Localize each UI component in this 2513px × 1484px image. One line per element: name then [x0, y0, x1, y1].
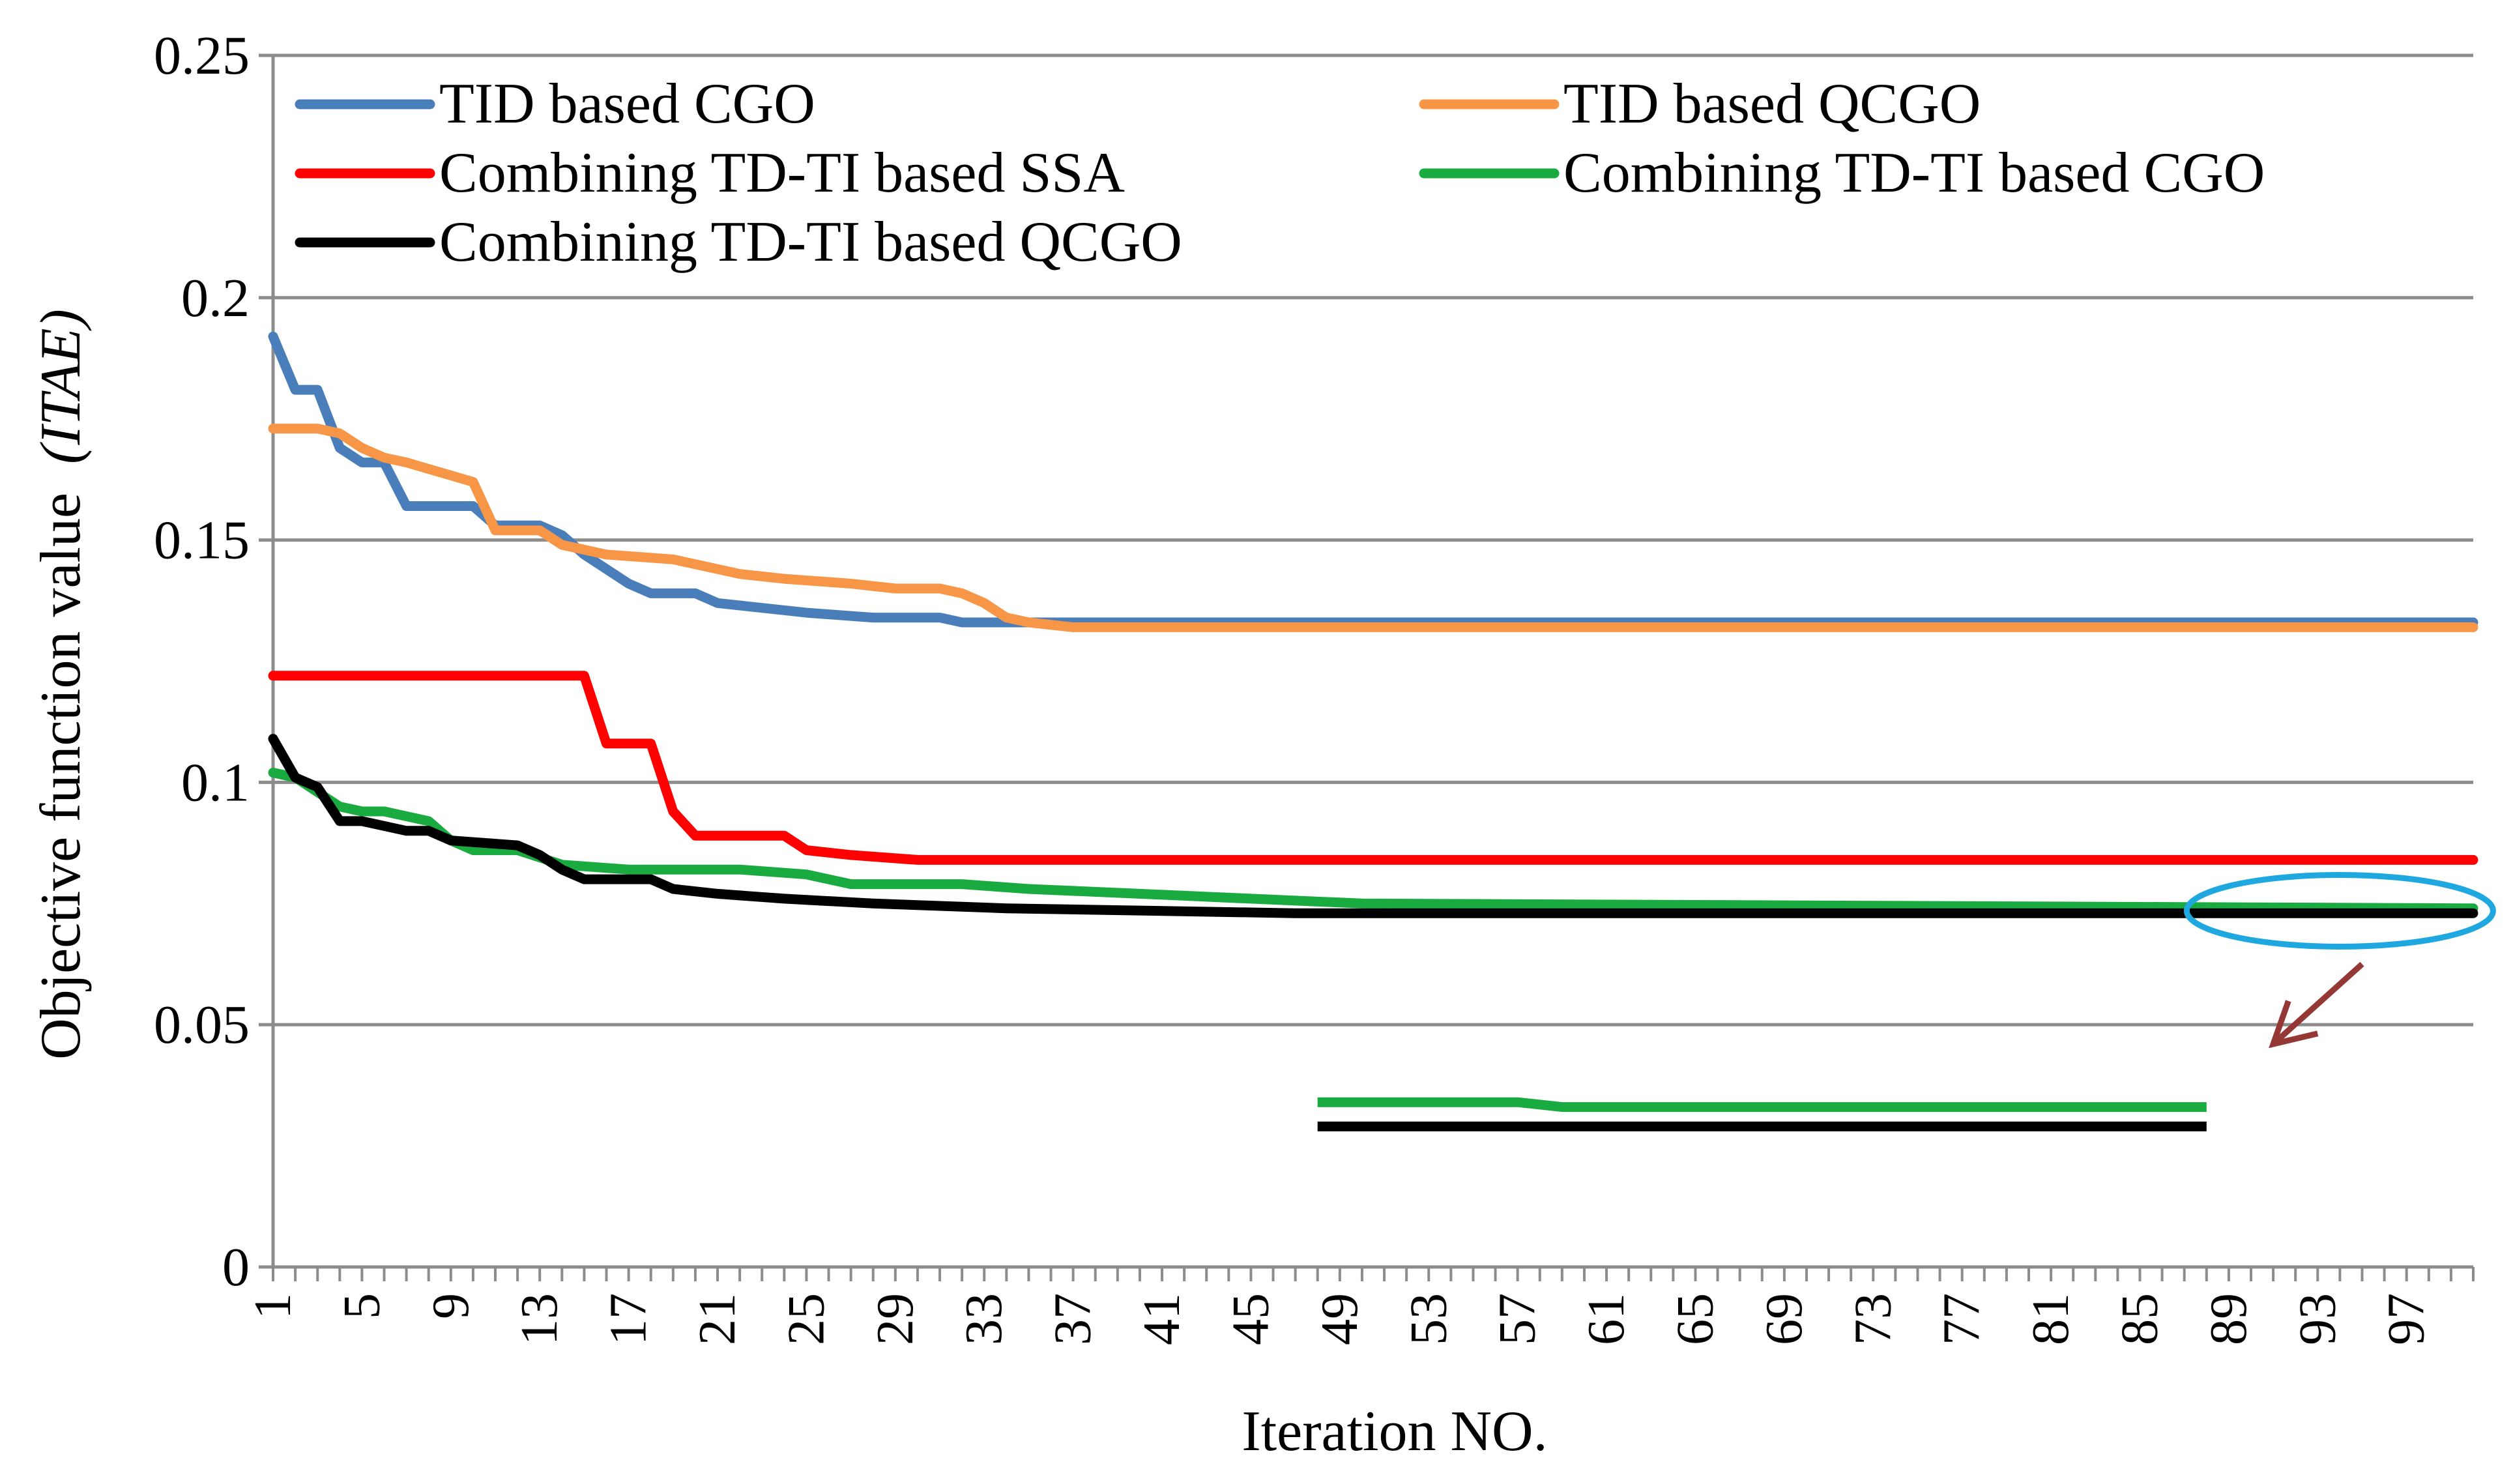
series-line-combining-td-ti-based-qcgo — [268, 734, 2478, 918]
x-axis-label: Iteration NO. — [1242, 1400, 1547, 1463]
x-tick-label: 13 — [511, 1293, 568, 1345]
legend-entry-tid-based-cgo: TID based CGO — [295, 72, 815, 136]
x-tick-label: 25 — [777, 1293, 835, 1345]
zoom-arrow-shaft — [2271, 961, 2364, 1047]
x-tick-label: 85 — [2111, 1293, 2168, 1345]
x-tick-label: 61 — [1578, 1293, 1635, 1345]
axes: 0 0.05 0.1 0.15 0.2 0.25 1 5 9 13 17 21 25 29 33 37 41 45… — [154, 25, 2475, 1345]
legend-entry-combining-td-ti-based-ssa: Combining TD-TI based SSA — [295, 141, 1125, 205]
zoom-arrow-head — [2269, 1000, 2319, 1049]
series-line-tid-based-cgo — [268, 331, 2478, 628]
y-tick-label: 0.2 — [181, 268, 250, 328]
y-axis-label-main: Objective function value — [29, 493, 93, 1060]
x-tick-label: 21 — [689, 1293, 746, 1345]
x-tick-label: 53 — [1400, 1293, 1457, 1345]
x-tick-label: 45 — [1222, 1293, 1279, 1345]
x-tick-label: 89 — [2200, 1293, 2258, 1345]
y-tick-label: 0.15 — [154, 510, 250, 571]
y-tick-label: 0 — [222, 1237, 250, 1298]
series-lines — [268, 331, 2478, 918]
x-tick-label: 69 — [1756, 1293, 1813, 1345]
legend-label: Combining TD-TI based SSA — [439, 141, 1125, 205]
zoom-line-combining-td-ti-based-cgo — [1317, 1097, 2207, 1113]
x-tick-label: 81 — [2022, 1293, 2080, 1345]
y-tick-label: 0.25 — [154, 25, 250, 86]
legend-entry-combining-td-ti-based-cgo: Combining TD-TI based CGO — [1419, 141, 2265, 205]
x-tick-label: 5 — [333, 1293, 390, 1319]
x-tick-label: 33 — [955, 1293, 1013, 1345]
x-tick-label: 65 — [1666, 1293, 1724, 1345]
x-tick-label: 57 — [1489, 1293, 1547, 1345]
series-line-combining-td-ti-based-cgo — [268, 768, 2478, 914]
legend-label: Combining TD-TI based CGO — [1563, 141, 2265, 205]
x-tick-label: 77 — [1934, 1293, 1991, 1345]
legend-entry-tid-based-qcgo: TID based QCGO — [1419, 72, 1981, 136]
y-axis-label-italic: (ITAE) — [29, 309, 93, 464]
y-tick-label: 0.05 — [154, 995, 250, 1055]
x-tick-label: 73 — [1844, 1293, 1902, 1345]
legend-entry-combining-td-ti-based-qcgo: Combining TD-TI based QCGO — [295, 211, 1182, 274]
series-line-combining-td-ti-based-ssa — [268, 671, 2478, 865]
x-tick-label: 17 — [600, 1293, 658, 1345]
y-tick-label: 0.1 — [181, 752, 250, 813]
series-line-tid-based-qcgo — [268, 424, 2478, 632]
x-tick-label: 1 — [244, 1293, 302, 1319]
legend-label: TID based QCGO — [1563, 72, 1981, 136]
x-tick-label: 97 — [2378, 1293, 2435, 1345]
legend-label: Combining TD-TI based QCGO — [439, 211, 1182, 274]
legend-label: TID based CGO — [439, 72, 815, 136]
x-tick-label: 9 — [422, 1293, 480, 1319]
x-tick-label: 93 — [2289, 1293, 2346, 1345]
x-tick-label: 29 — [867, 1293, 924, 1345]
gridlines — [273, 53, 2473, 1026]
zoom-inset — [1317, 871, 2496, 1131]
zoom-highlight-ellipse — [2183, 871, 2496, 950]
x-tick-label: 41 — [1133, 1293, 1191, 1345]
x-tick-label: 49 — [1311, 1293, 1369, 1345]
y-axis-label: Objective function value (ITAE) — [29, 309, 93, 1060]
x-tick-label: 37 — [1045, 1293, 1102, 1345]
